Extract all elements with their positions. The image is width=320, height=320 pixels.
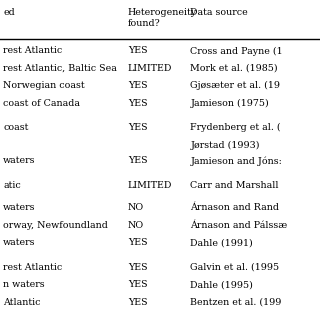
Text: Árnason and Pálssæ: Árnason and Pálssæ	[190, 221, 288, 230]
Text: Heterogeneity
found?: Heterogeneity found?	[128, 8, 197, 28]
Text: Frydenberg et al. (: Frydenberg et al. (	[190, 123, 281, 132]
Text: YES: YES	[128, 99, 148, 108]
Text: waters: waters	[3, 204, 36, 212]
Text: coast of Canada: coast of Canada	[3, 99, 80, 108]
Text: Dahle (1991): Dahle (1991)	[190, 238, 253, 247]
Text: Jørstad (1993): Jørstad (1993)	[190, 141, 260, 150]
Text: Galvin et al. (1995: Galvin et al. (1995	[190, 263, 280, 272]
Text: rest Atlantic, Baltic Sea: rest Atlantic, Baltic Sea	[3, 64, 117, 73]
Text: NO: NO	[128, 204, 144, 212]
Text: YES: YES	[128, 238, 148, 247]
Text: YES: YES	[128, 263, 148, 272]
Text: Data source: Data source	[190, 8, 248, 17]
Text: Jamieson and Jóns:: Jamieson and Jóns:	[190, 156, 282, 166]
Text: Mork et al. (1985): Mork et al. (1985)	[190, 64, 278, 73]
Text: n waters: n waters	[3, 280, 45, 289]
Text: Cross and Payne (1: Cross and Payne (1	[190, 46, 283, 56]
Text: YES: YES	[128, 46, 148, 55]
Text: YES: YES	[128, 123, 148, 132]
Text: Atlantic: Atlantic	[3, 298, 41, 307]
Text: rest Atlantic: rest Atlantic	[3, 46, 62, 55]
Text: YES: YES	[128, 81, 148, 90]
Text: YES: YES	[128, 280, 148, 289]
Text: waters: waters	[3, 156, 36, 165]
Text: waters: waters	[3, 238, 36, 247]
Text: Jamieson (1975): Jamieson (1975)	[190, 99, 269, 108]
Text: atic: atic	[3, 181, 21, 190]
Text: coast: coast	[3, 123, 28, 132]
Text: Norwegian coast: Norwegian coast	[3, 81, 85, 90]
Text: LIMITED: LIMITED	[128, 181, 172, 190]
Text: Carr and Marshall: Carr and Marshall	[190, 181, 279, 190]
Text: Árnason and Rand: Árnason and Rand	[190, 204, 279, 212]
Text: LIMITED: LIMITED	[128, 64, 172, 73]
Text: YES: YES	[128, 298, 148, 307]
Text: Dahle (1995): Dahle (1995)	[190, 280, 253, 289]
Text: orway, Newfoundland: orway, Newfoundland	[3, 221, 108, 230]
Text: YES: YES	[128, 156, 148, 165]
Text: NO: NO	[128, 221, 144, 230]
Text: rest Atlantic: rest Atlantic	[3, 263, 62, 272]
Text: Bentzen et al. (199: Bentzen et al. (199	[190, 298, 282, 307]
Text: Gjøsæter et al. (19: Gjøsæter et al. (19	[190, 81, 280, 91]
Text: ed: ed	[3, 8, 15, 17]
